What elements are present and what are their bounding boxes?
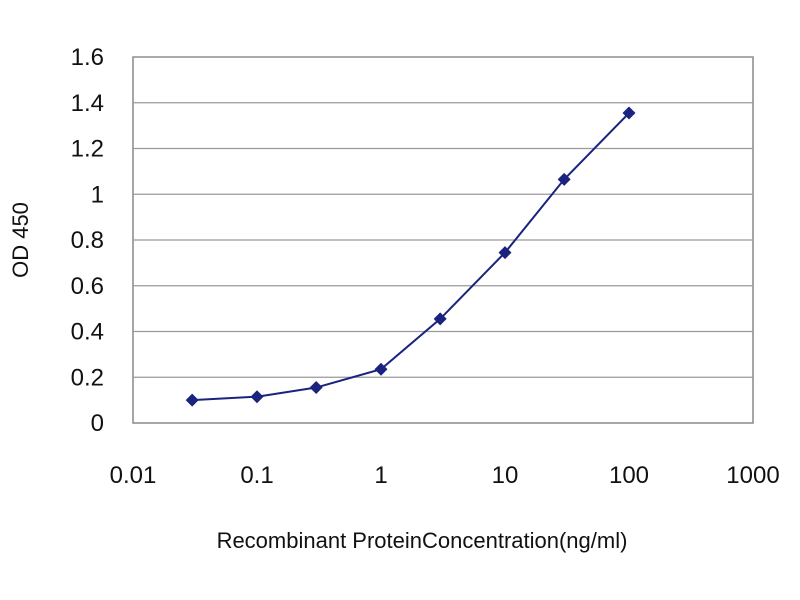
x-tick-label: 1000	[726, 462, 779, 489]
data-point	[374, 362, 388, 376]
data-point	[250, 390, 264, 404]
y-tick-label: 0.4	[71, 319, 104, 346]
y-axis-title: OD 450	[8, 202, 33, 278]
x-tick-label: 1	[374, 462, 387, 489]
y-tick-label: 0.6	[71, 273, 104, 300]
y-tick-label: 0.8	[71, 227, 104, 254]
x-axis-ticks: 0.01 0.1 1 10 100 1000	[110, 462, 780, 489]
y-tick-label: 0	[91, 410, 104, 437]
grid	[133, 56, 753, 378]
data-point	[309, 381, 323, 395]
data-point	[498, 246, 512, 260]
series-line	[192, 112, 630, 402]
y-tick-label: 1.2	[71, 136, 104, 163]
y-tick-label: 1.6	[71, 44, 104, 71]
data-point	[185, 393, 199, 407]
y-tick-label: 0.2	[71, 364, 104, 391]
x-tick-label: 0.1	[240, 462, 273, 489]
data-series	[185, 106, 636, 407]
data-point	[622, 106, 636, 120]
data-point	[433, 312, 447, 326]
x-axis-title: Recombinant ProteinConcentration(ng/ml)	[217, 528, 628, 553]
y-axis-ticks: 0 0.2 0.4 0.6 0.8 1 1.2 1.4 1.6	[71, 44, 104, 437]
x-tick-label: 10	[492, 462, 519, 489]
y-tick-label: 1.4	[71, 90, 104, 117]
x-tick-label: 0.01	[110, 462, 157, 489]
y-tick-label: 1	[91, 181, 104, 208]
x-tick-label: 100	[609, 462, 649, 489]
data-point	[557, 172, 571, 186]
